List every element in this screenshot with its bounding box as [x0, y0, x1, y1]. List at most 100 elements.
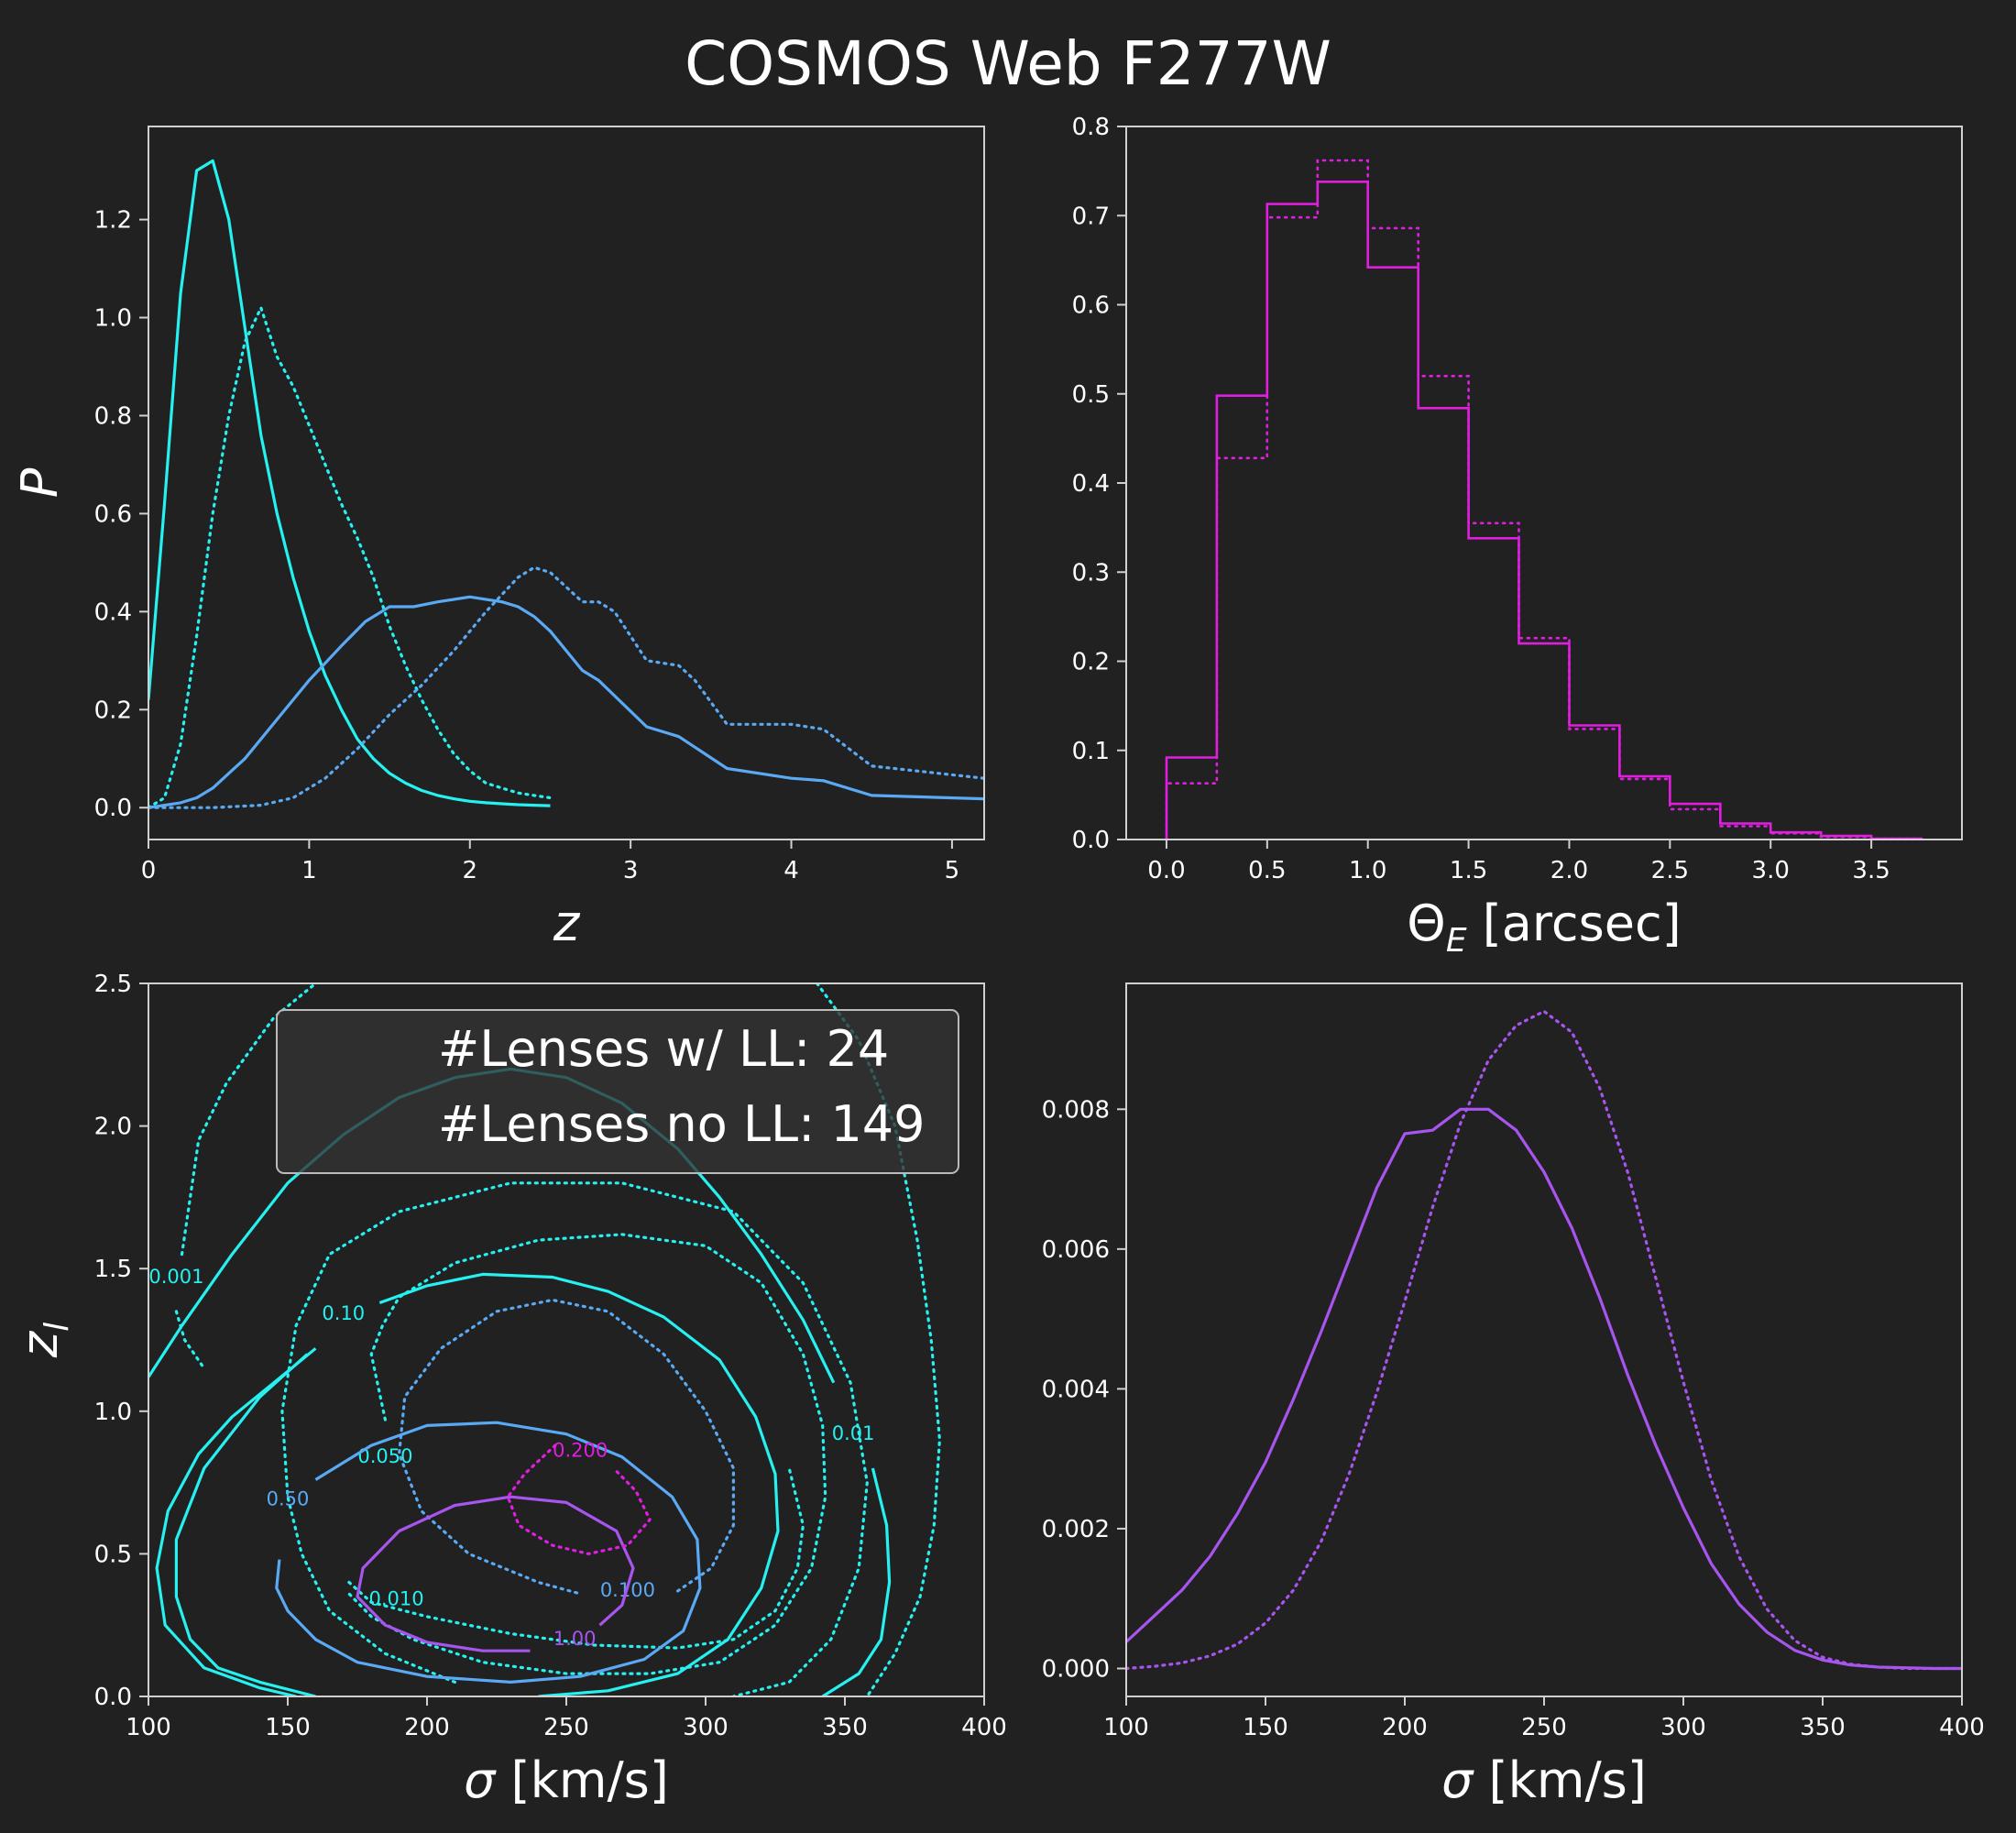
y-tick-label: 0.7	[1072, 203, 1110, 230]
y-tick-label: 0.0	[1072, 827, 1110, 854]
histogram-bin	[1670, 809, 1720, 840]
contour-0.100	[398, 1298, 735, 1596]
plots-layer: 0 1 2 3 4 5 0.0 0.2 0.4 0.6 0.8 1.0 1.2 z P 0.0 0.5 1.0 1.…	[11, 114, 1985, 1809]
legend: #Lenses w/ LL: 24 #Lenses no LL: 149	[276, 1009, 959, 1174]
histogram-bin	[1469, 523, 1519, 840]
y-tick-label: 1.0	[94, 305, 132, 333]
x-axis-label: σ [km/s]	[464, 1751, 669, 1809]
y-axis-label: P	[11, 467, 69, 498]
plot-area-top-left	[148, 159, 984, 809]
y-tick-label: 0.4	[1072, 470, 1110, 498]
histogram-bin	[1569, 729, 1619, 840]
axes-frame	[148, 126, 985, 840]
x-axis-label: σ [km/s]	[1441, 1751, 1647, 1809]
histogram-bin	[1318, 160, 1368, 840]
y-tick-label: 0.0	[94, 795, 132, 822]
y-tick-label: 0.3	[1072, 559, 1110, 587]
contour-label: 0.10	[322, 1302, 365, 1324]
plot-area-top-right	[1165, 159, 1923, 840]
histogram-bin	[1368, 228, 1419, 840]
contour-1.00	[356, 1495, 635, 1652]
x-tick-label: 350	[822, 1714, 868, 1741]
legend-entry-with-ll: #Lenses w/ LL: 24	[438, 1020, 889, 1078]
histogram-bin	[1167, 784, 1217, 840]
series-line-blue-dotted	[148, 565, 984, 809]
panel-top-left: 0 1 2 3 4 5 0.0 0.2 0.4 0.6 0.8 1.0 1.2 z P	[11, 126, 985, 952]
y-tick-label: 0.2	[1072, 649, 1110, 676]
x-tick-label: 400	[961, 1714, 1007, 1741]
legend-box	[276, 1009, 959, 1174]
x-tick-label: 2	[462, 857, 477, 884]
x-axis-label: z	[553, 895, 581, 952]
legend-entry-no-ll: #Lenses no LL: 149	[438, 1095, 926, 1153]
x-tick-label: 1	[301, 857, 317, 884]
histogram-bin	[1419, 376, 1469, 840]
x-axis-label-symbol: σ	[1441, 1751, 1474, 1809]
y-tick-label: 0.6	[94, 500, 132, 528]
y-tick-label: 0.2	[94, 697, 132, 724]
x-axis-label-subscript: E	[1446, 922, 1467, 960]
y-tick-label: 0.6	[1072, 292, 1110, 320]
y-axis-label: zl	[11, 1323, 76, 1358]
contour-0.50	[275, 1421, 702, 1684]
x-tick-label: 150	[265, 1714, 311, 1741]
x-tick-label: 150	[1243, 1714, 1288, 1741]
y-axis-label-symbol: z	[11, 1330, 69, 1358]
y-tick-label: 1.2	[94, 207, 132, 235]
x-tick-label: 4	[783, 857, 799, 884]
x-tick-label: 2.5	[1651, 857, 1689, 884]
contour-0.050	[280, 1181, 869, 1696]
x-tick-label: 300	[1660, 1714, 1706, 1741]
y-axis-label-subscript: l	[38, 1323, 76, 1332]
x-tick-label: 0	[141, 857, 157, 884]
contour-0.010	[347, 1466, 805, 1650]
x-axis-label-unit: [km/s]	[495, 1751, 669, 1809]
x-tick-label: 3.0	[1752, 857, 1790, 884]
histogram-bin	[1770, 833, 1821, 840]
y-tick-label: 0.008	[1042, 1096, 1110, 1124]
y-tick-label: 0.5	[94, 1541, 132, 1568]
x-tick-label: 200	[1382, 1714, 1428, 1741]
x-tick-label: 250	[1521, 1714, 1567, 1741]
x-tick-label: 3	[623, 857, 639, 884]
x-axis-label: ΘE [arcsec]	[1407, 895, 1681, 960]
y-tick-label: 1.0	[94, 1399, 132, 1426]
contour-label: 0.001	[148, 1266, 203, 1288]
y-tick-label: 0.002	[1042, 1516, 1110, 1543]
figure-title: COSMOS Web F277W	[685, 28, 1331, 99]
y-tick-label: 0.1	[1072, 738, 1110, 765]
x-tick-label: 5	[945, 857, 960, 884]
x-axis-label-unit: [arcsec]	[1467, 895, 1682, 952]
x-tick-label: 0.5	[1248, 857, 1286, 884]
x-tick-label: 300	[683, 1714, 729, 1741]
contour-label: 0.200	[553, 1440, 608, 1462]
x-axis-label-symbol: σ	[464, 1751, 497, 1809]
axes-frame	[1125, 126, 1963, 840]
x-tick-label: 1.0	[1349, 857, 1386, 884]
contour-label: 1.00	[553, 1628, 597, 1650]
series-line-blue-solid	[148, 595, 984, 809]
y-tick-label: 0.5	[1072, 381, 1110, 409]
contour-label: 0.010	[368, 1587, 423, 1609]
y-tick-label: 0.8	[1072, 114, 1110, 141]
x-tick-label: 1.5	[1450, 857, 1487, 884]
histogram-bin	[1519, 638, 1570, 840]
series-line-purple-solid	[1126, 1107, 1962, 1671]
x-axis-label-symbol: Θ	[1407, 895, 1446, 952]
y-tick-label: 2.5	[94, 971, 132, 998]
x-tick-label: 350	[1800, 1714, 1846, 1741]
y-tick-label: 0.006	[1042, 1236, 1110, 1264]
histogram-dotted	[1165, 159, 1923, 840]
x-tick-label: 3.5	[1852, 857, 1890, 884]
plot-area-bottom-right	[1126, 1009, 1962, 1671]
y-tick-label: 0.000	[1042, 1655, 1110, 1683]
series-line-cyan-dotted	[148, 306, 553, 809]
y-tick-label: 0.4	[94, 598, 132, 626]
contour-0.200	[506, 1443, 652, 1555]
contour-label: 0.01	[832, 1422, 875, 1444]
contour-label: 0.50	[267, 1487, 310, 1509]
x-tick-label: 2.0	[1550, 857, 1588, 884]
y-tick-label: 1.5	[94, 1256, 132, 1283]
